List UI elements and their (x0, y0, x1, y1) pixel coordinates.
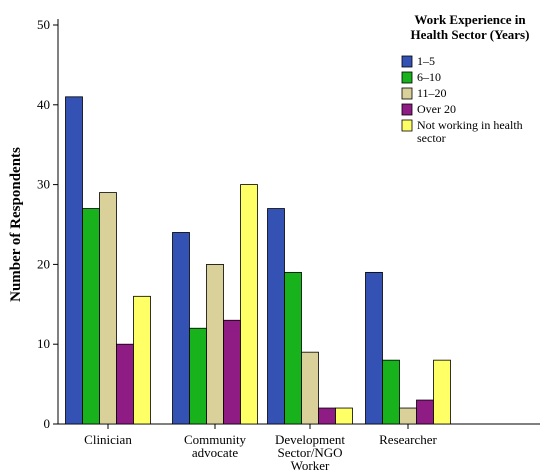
legend-label: Not working in health sector (417, 118, 523, 145)
legend-swatch (401, 87, 413, 100)
legend-swatch (401, 103, 413, 116)
bar-2-4 (335, 407, 353, 425)
bar-1-3 (223, 319, 241, 425)
legend-label-line: 6–10 (417, 70, 441, 84)
y-tick-label: 0 (44, 416, 51, 431)
legend-title: Work Experience in Health Sector (Years) (411, 12, 530, 42)
y-tick-label: 40 (37, 97, 50, 112)
legend-swatch (401, 55, 413, 68)
bar-0-3 (116, 343, 134, 425)
legend-label-line: Over 20 (417, 102, 456, 116)
x-category-label-line: Clinician (84, 432, 132, 447)
bar-3-1 (382, 359, 400, 425)
bar-0-1 (82, 208, 100, 425)
y-tick-label: 20 (37, 256, 50, 271)
bar-3-0 (365, 271, 383, 425)
bars (65, 96, 451, 425)
bar-1-2 (206, 263, 224, 425)
axis-labels: 0 10 20 30 40 50 Number of Respondents Clinicia… (8, 17, 438, 473)
legend-label-line: sector (417, 131, 446, 145)
bar-1-4 (240, 184, 258, 425)
legend-label-line: 1–5 (417, 54, 435, 68)
x-category-label: Clinician (84, 432, 132, 447)
y-tick-label: 50 (37, 17, 50, 32)
legend-label: 6–10 (417, 70, 441, 84)
bar-1-1 (189, 327, 207, 425)
bar-2-2 (301, 351, 319, 425)
bar-0-4 (133, 295, 151, 425)
bar-0-0 (65, 96, 83, 425)
x-category-label-line: Worker (291, 458, 330, 473)
bar-3-4 (433, 359, 451, 425)
legend-label: 1–5 (417, 54, 435, 68)
bar-1-0 (172, 232, 190, 425)
bar-3-3 (416, 399, 434, 425)
legend-swatch (401, 119, 413, 132)
y-axis-title: Number of Respondents (8, 147, 24, 302)
legend-label-line: Not working in health (417, 118, 523, 132)
legend-title-line: Work Experience in (414, 12, 526, 27)
y-tick-label: 30 (37, 177, 50, 192)
x-category-label: Development Sector/NGO Worker (275, 432, 345, 473)
legend: Work Experience in Health Sector (Years) 1… (401, 12, 530, 145)
x-category-label-line: advocate (192, 445, 238, 460)
legend-label-line: 11–20 (417, 86, 447, 100)
bar-0-2 (99, 192, 117, 425)
bar-2-1 (284, 271, 302, 425)
legend-swatch (401, 71, 413, 84)
x-category-label-line: Community (184, 432, 247, 447)
bar-2-3 (318, 407, 336, 425)
x-category-label-line: Sector/NGO (278, 445, 343, 460)
legend-title-line: Health Sector (Years) (411, 27, 530, 42)
legend-label: 11–20 (417, 86, 447, 100)
x-category-label: Researcher (379, 432, 437, 447)
bar-3-2 (399, 407, 417, 425)
legend-label: Over 20 (417, 102, 456, 116)
bar-2-0 (267, 208, 285, 425)
x-category-label-line: Researcher (379, 432, 437, 447)
y-tick-label: 10 (37, 336, 50, 351)
x-category-label: Community advocate (184, 432, 247, 460)
x-category-label-line: Development (275, 432, 345, 447)
